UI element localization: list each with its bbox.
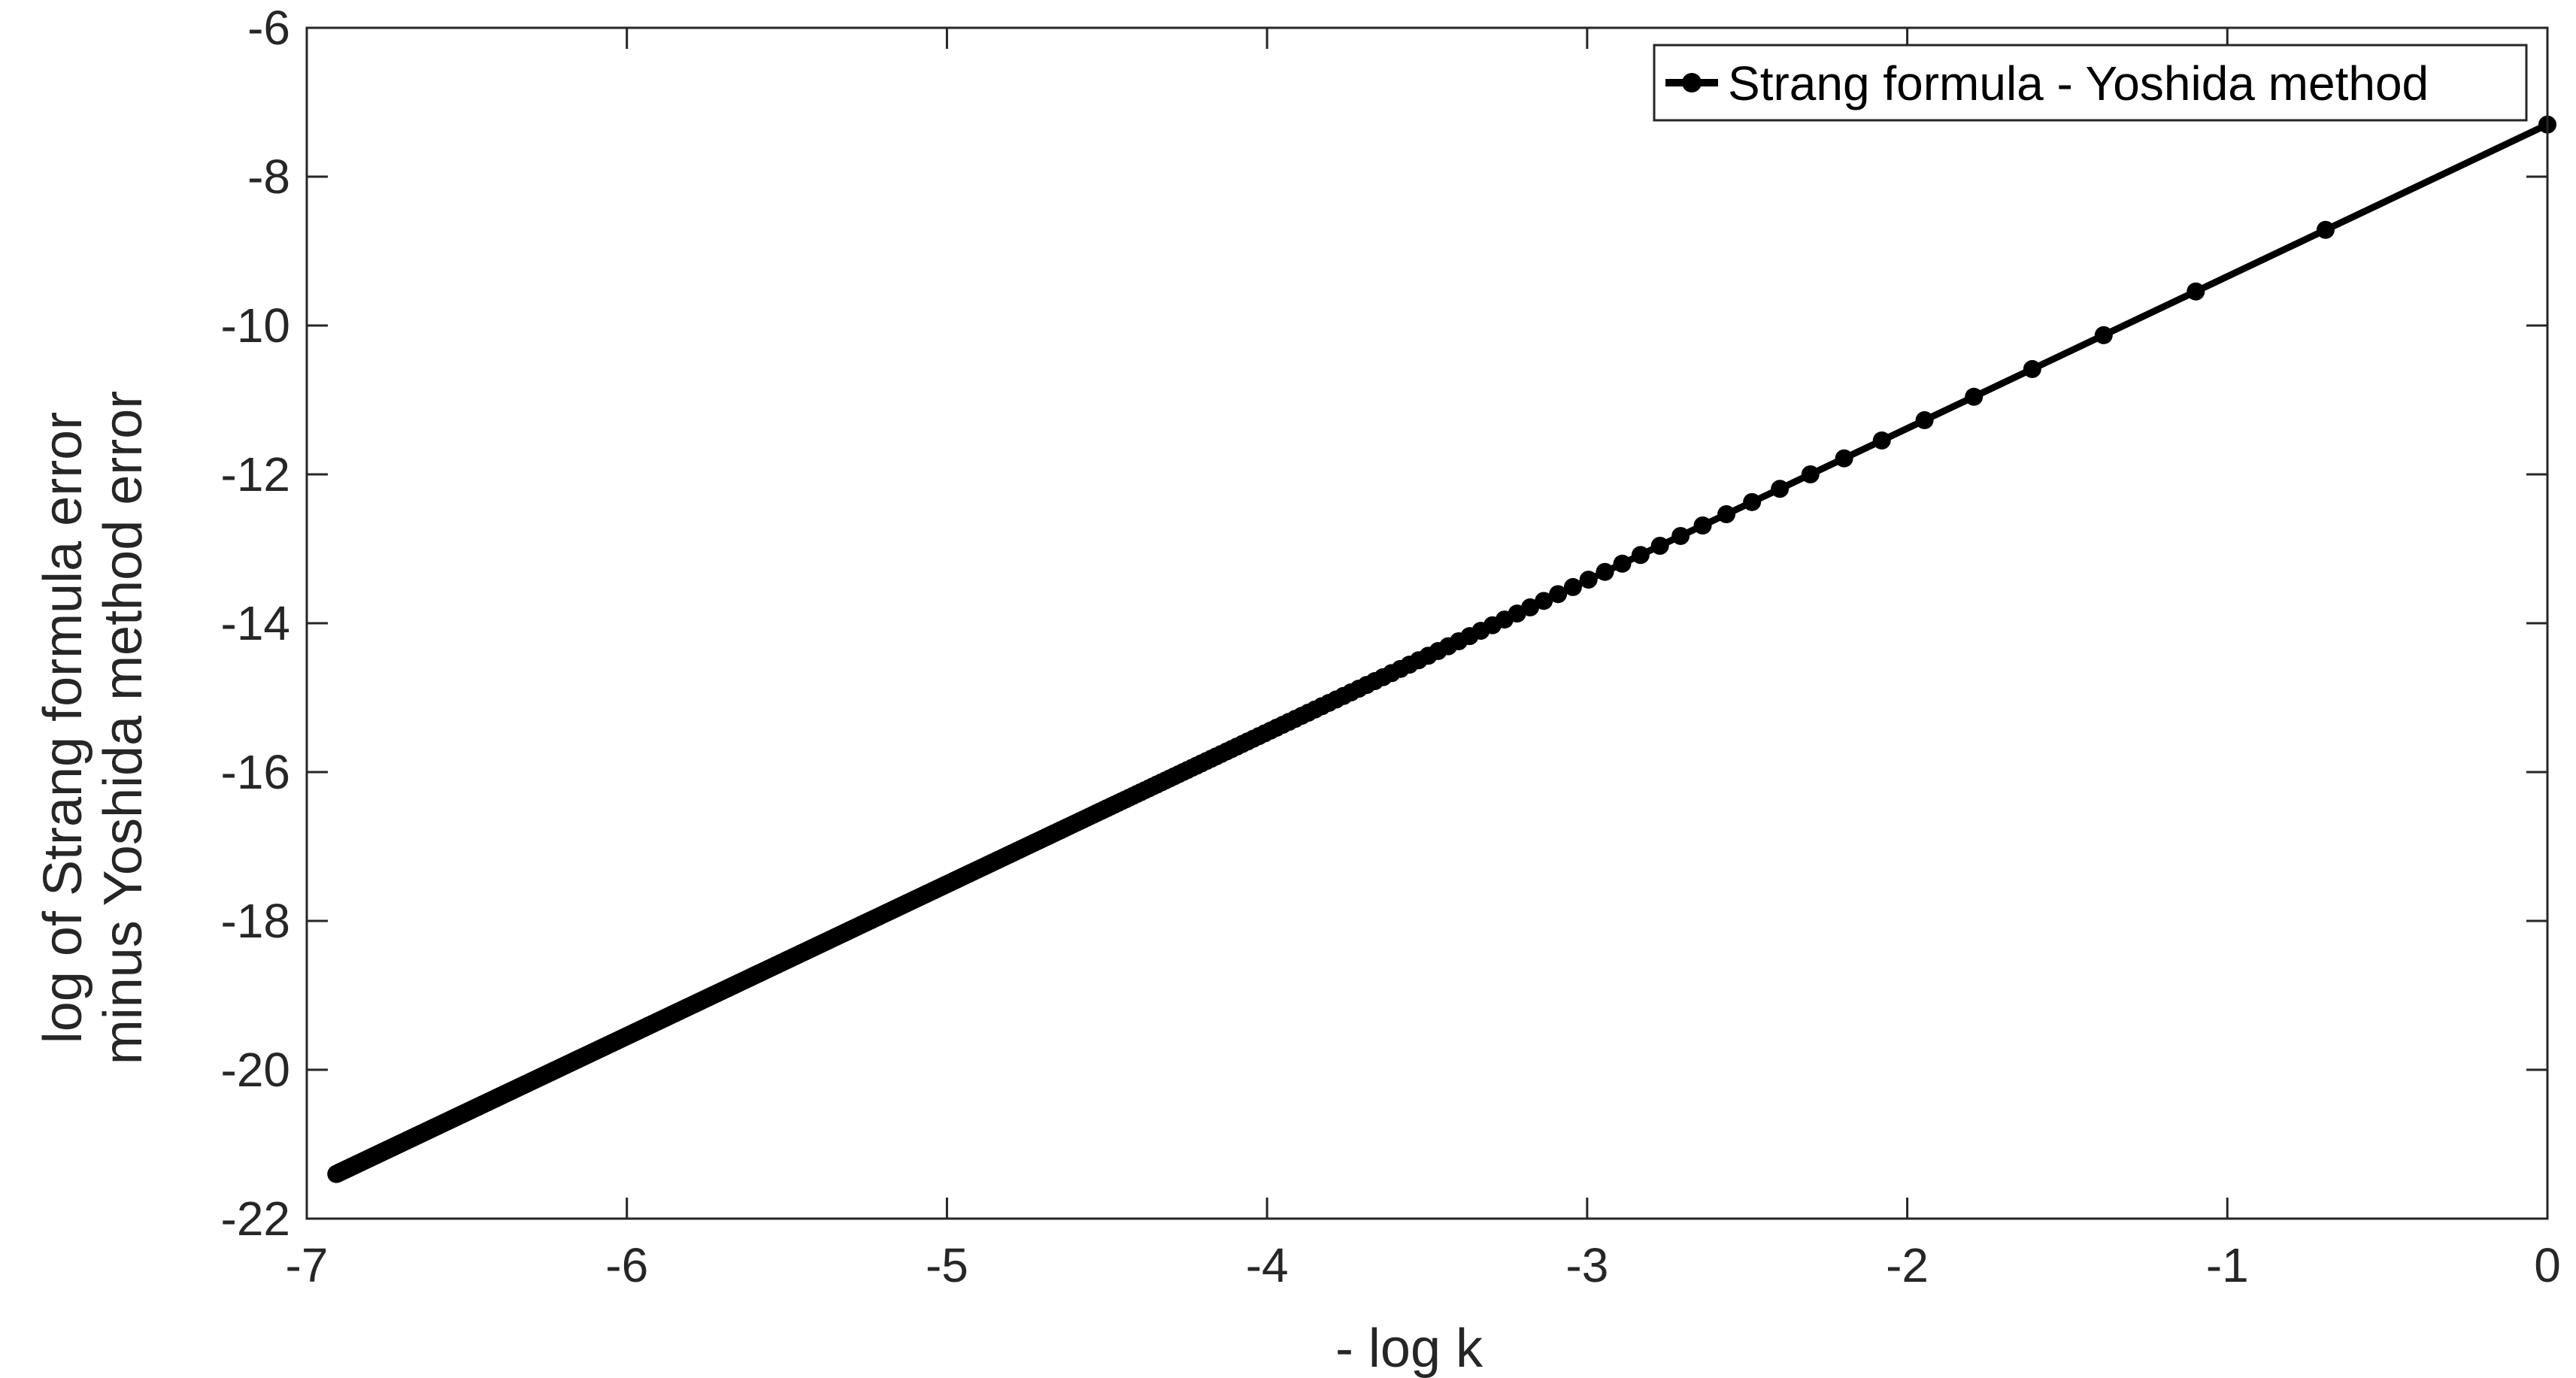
y-tick-label: -10: [221, 298, 291, 353]
data-point: [1872, 431, 1891, 450]
data-point: [1650, 536, 1669, 555]
x-tick-label: -6: [605, 1238, 648, 1292]
y-tick-label: -22: [221, 1192, 291, 1246]
x-tick-label: -7: [286, 1238, 329, 1292]
data-point: [1693, 516, 1712, 535]
y-tick-label: -6: [247, 1, 290, 55]
data-point: [2316, 220, 2335, 239]
y-axis-label-line-1: log of Strang formula error: [33, 412, 93, 1043]
legend-label: Strang formula - Yoshida method: [1728, 56, 2429, 111]
data-point: [1563, 577, 1582, 596]
legend-box: [1653, 44, 2528, 122]
data-point: [2187, 282, 2205, 301]
data-point: [1596, 562, 1614, 581]
x-tick-label: -5: [926, 1238, 968, 1292]
series-markers: [327, 115, 2556, 1183]
data-point: [1835, 449, 1853, 468]
x-tick-label: -4: [1246, 1238, 1289, 1292]
data-point: [1613, 554, 1632, 573]
data-point: [2023, 359, 2041, 378]
x-tick-label: -1: [2206, 1238, 2249, 1292]
axis-labels: - log k log of Strang formula error minu…: [33, 391, 1483, 1378]
y-tick-label: -8: [247, 150, 290, 204]
data-point: [1743, 492, 1762, 511]
y-axis-label-line-2: minus Yoshida method error: [93, 391, 153, 1065]
y-tick-label: -14: [221, 596, 291, 650]
data-point: [1579, 571, 1598, 589]
data-point: [2094, 326, 2113, 344]
y-tick-label: -20: [221, 1043, 291, 1097]
legend-marker-sample: [1682, 73, 1702, 92]
data-point: [327, 1164, 346, 1183]
data-point: [1915, 410, 1934, 429]
y-tick-label: -16: [221, 745, 291, 799]
data-point: [1631, 546, 1650, 565]
data-point: [1717, 505, 1736, 524]
x-tick-label: 0: [2534, 1238, 2561, 1292]
x-tick-label: -3: [1565, 1238, 1608, 1292]
axes: -7 -6 -5 -4 -3 -2 -1 0-6-8-10-12-14-16-18-20-22: [221, 1, 2561, 1292]
data-point: [1671, 526, 1690, 545]
x-axis-label: - log k: [1335, 1319, 1483, 1378]
y-tick-label: -18: [221, 894, 291, 948]
data-point: [1965, 387, 1984, 406]
data-point: [1535, 592, 1553, 610]
data-point: [1801, 465, 1820, 483]
y-tick-label: -12: [221, 447, 291, 501]
data-point: [1771, 480, 1790, 498]
x-tick-label: -2: [1886, 1238, 1929, 1292]
plot-area: [327, 115, 2556, 1183]
legend: Strang formula - Yoshida method: [1653, 44, 2528, 122]
data-point: [1549, 585, 1568, 604]
